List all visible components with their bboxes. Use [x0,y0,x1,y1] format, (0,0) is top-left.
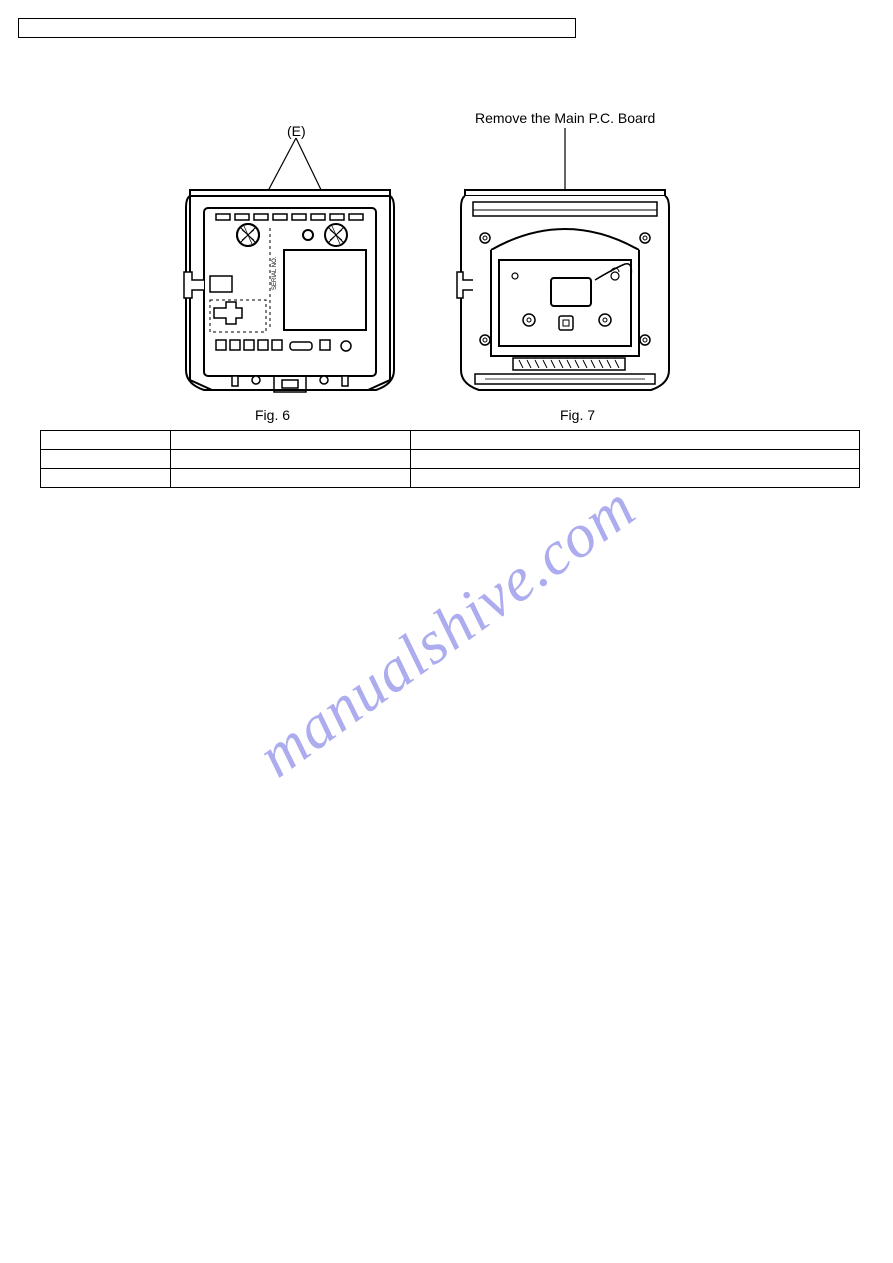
table-row [41,450,860,469]
table-row [41,431,860,450]
svg-text:SERIAL NO.: SERIAL NO. [272,256,278,290]
figure-6-drawing: SERIAL NO. [180,180,400,395]
figure-7-drawing [455,180,675,395]
figure-7-caption: Fig. 7 [560,407,595,423]
spec-table [40,430,860,488]
top-border-box [18,18,576,38]
table-row [41,469,860,488]
watermark-text: manualshive.com [245,472,649,792]
figure-6-caption: Fig. 6 [255,407,290,423]
